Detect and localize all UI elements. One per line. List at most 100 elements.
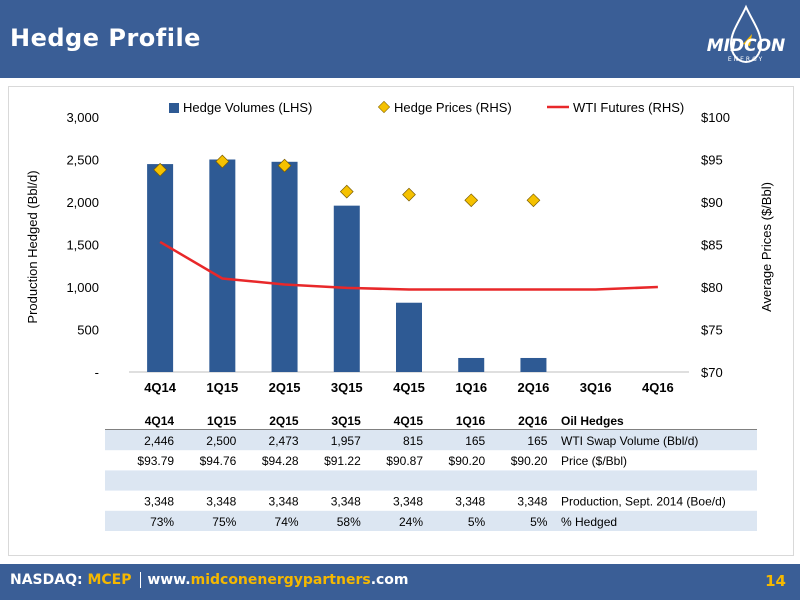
table-cell: 2,446 [144,434,174,448]
table-cell: 2,500 [206,434,236,448]
y-tick-label: 2,500 [66,153,99,168]
table-cell: 5% [530,515,548,529]
table-cell: $93.79 [137,454,174,468]
table-row-label: % Hedged [561,515,617,529]
y2-tick-label: $80 [701,280,723,295]
y2-tick-label: $75 [701,323,723,338]
y-tick-label: 2,000 [66,195,99,210]
x-tick-label: 1Q16 [455,380,487,395]
hedge-volume-bar [396,302,422,372]
footer-url-brand[interactable]: midconenergypartners [190,572,371,588]
y2-axis-title: Average Prices ($/Bbl) [759,182,774,312]
table-cell: 2,473 [269,434,299,448]
table-row-label: WTI Swap Volume (Bbl/d) [561,434,698,448]
x-tick-label: 4Q14 [144,380,177,395]
legend-line-label: WTI Futures (RHS) [573,100,684,115]
table-cell: $91.22 [324,454,361,468]
table-cell: $94.28 [262,454,299,468]
legend-diamond-swatch [377,100,391,114]
table-cell: 3,348 [455,495,485,509]
table-cell: $94.76 [200,454,237,468]
logo-drop-icon [729,4,763,64]
legend-bar-swatch [169,103,179,113]
table-cell: 5% [468,515,486,529]
table-cell: $90.87 [386,454,423,468]
hedge-price-point [402,187,416,202]
table-cell: 3,348 [144,495,174,509]
legend-bar-label: Hedge Volumes (LHS) [183,100,312,115]
hedge-price-point [464,193,479,208]
table-header-cell: 4Q14 [145,414,175,428]
y2-tick-label: $70 [701,365,723,380]
content-panel: Hedge Volumes (LHS) Hedge Prices (RHS) W… [8,86,794,556]
table-cell: 58% [337,515,361,529]
table-row-label: Price ($/Bbl) [561,454,627,468]
y-axis-title: Production Hedged (Bbl/d) [25,170,40,323]
table-cell: 165 [527,434,547,448]
wti-futures-line [159,240,658,291]
hedge-price-point [339,184,354,199]
page-number: 14 [765,572,786,590]
table-cell: $90.20 [511,454,548,468]
x-tick-label: 4Q15 [393,380,425,395]
hedge-volume-bar [271,161,298,372]
table-cell: 74% [275,515,299,529]
hedge-price-point [526,193,541,208]
table-row-shade [105,430,757,451]
x-tick-label: 1Q15 [206,380,238,395]
header-bar: Hedge Profile MIDCON ENERGY [0,0,800,78]
hedge-price-point [215,154,230,169]
footer-url-suffix: .com [370,572,409,588]
y-tick-label: 1,000 [66,280,99,295]
table-cell: 3,348 [206,495,236,509]
table-header-label: Oil Hedges [561,414,624,428]
y2-tick-label: $100 [701,110,730,125]
footer-ticker: MCEP [87,572,132,588]
y-tick-label: 500 [77,323,99,338]
hedge-volume-bar [147,164,174,372]
table-cell: 3,348 [393,495,423,509]
hedge-price-point [153,162,167,177]
x-tick-label: 2Q16 [518,380,550,395]
footer-bar: NASDAQ: MCEP www.midconenergypartners.co… [0,564,800,600]
table-cell: 815 [403,434,423,448]
y-tick-label: - [95,365,99,380]
table-cell: 165 [465,434,485,448]
x-tick-label: 3Q16 [580,380,612,395]
table-header-cell: 2Q15 [269,414,299,428]
table-cell: 3,348 [269,495,299,509]
midcon-logo: MIDCON ENERGY [707,4,786,64]
hedge-volume-bar [520,357,547,372]
table-cell: 3,348 [331,495,361,509]
table-header-cell: 2Q16 [518,414,548,428]
footer-info: NASDAQ: MCEP www.midconenergypartners.co… [10,572,409,588]
footer-exchange: NASDAQ: [10,572,83,588]
y-tick-label: 1,500 [66,238,99,253]
footer-url-prefix: www. [147,572,191,588]
table-cell: 3,348 [517,495,547,509]
table-row-shade [105,510,757,531]
hedge-chart: Hedge Volumes (LHS) Hedge Prices (RHS) W… [9,87,793,555]
x-tick-label: 2Q15 [269,380,301,395]
table-header-cell: 3Q15 [331,414,361,428]
y2-tick-label: $95 [701,153,723,168]
table-cell: 1,957 [331,434,361,448]
hedge-volume-bar [458,357,485,372]
table-row-shade [105,470,757,491]
page-title: Hedge Profile [10,24,201,52]
legend-diamond-label: Hedge Prices (RHS) [394,100,512,115]
table-header-cell: 1Q16 [456,414,486,428]
table-cell: $90.20 [449,454,486,468]
table-cell: 73% [150,515,174,529]
table-header-cell: 1Q15 [207,414,237,428]
logo-subtext: ENERGY [728,56,764,63]
table-cell: 75% [212,515,236,529]
table-row-label: Production, Sept. 2014 (Boe/d) [561,495,726,509]
y2-tick-label: $85 [701,238,723,253]
logo-text: MIDCON [707,36,786,56]
x-tick-label: 3Q15 [331,380,363,395]
hedge-price-point [277,158,292,173]
y2-tick-label: $90 [701,195,723,210]
x-tick-label: 4Q16 [642,380,674,395]
footer-divider [140,572,142,588]
